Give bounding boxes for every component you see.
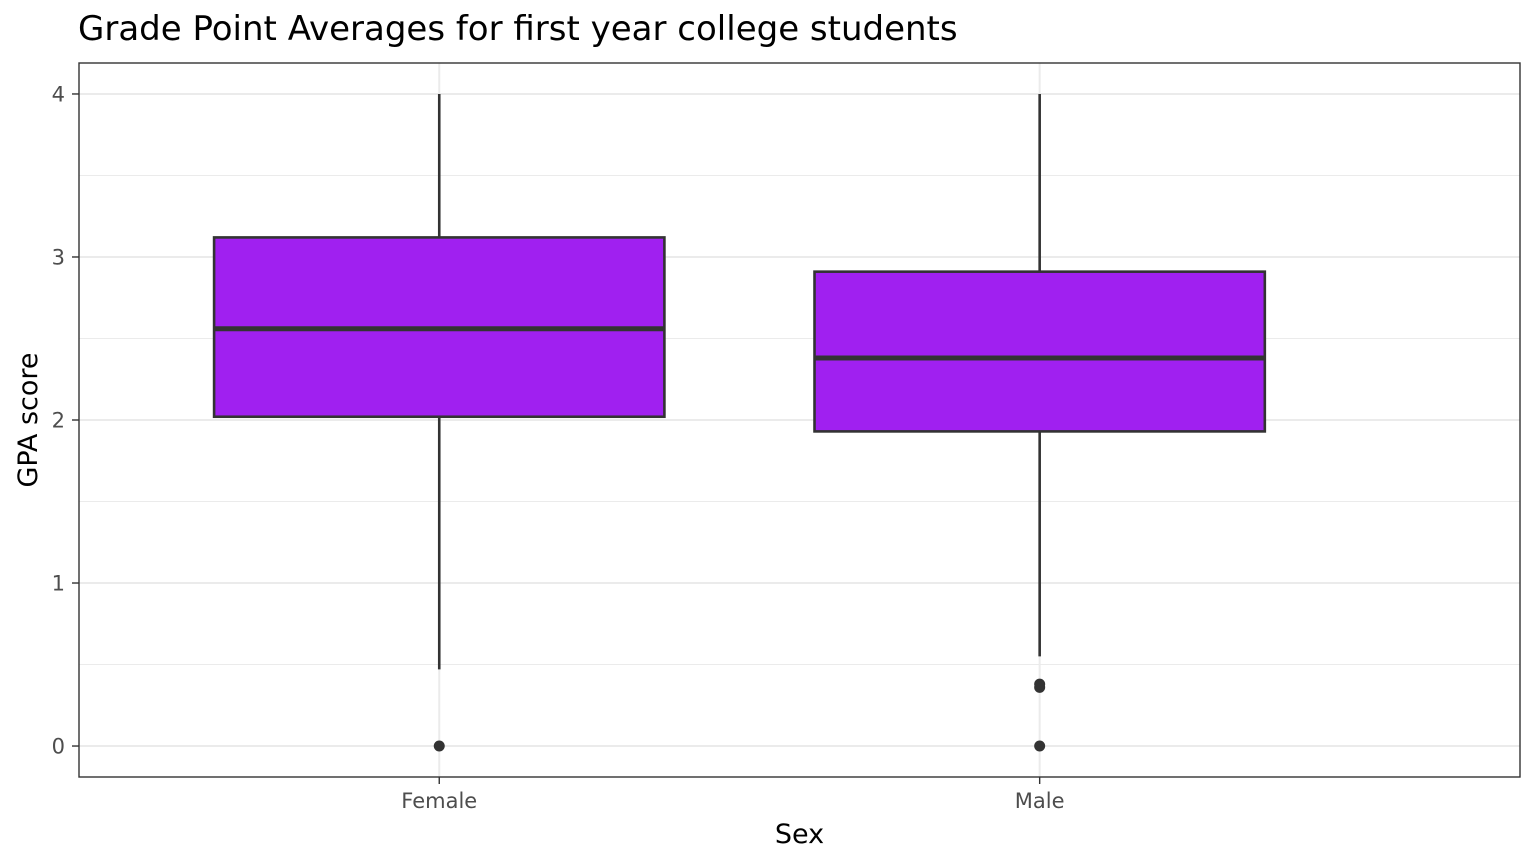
y-tick-label: 2: [52, 409, 65, 433]
y-tick-label: 4: [52, 82, 65, 106]
y-tick-label: 1: [52, 572, 65, 596]
box-iqr: [813, 270, 1267, 433]
boxplot-male: [813, 93, 1267, 752]
outlier-point: [1034, 678, 1046, 690]
outlier-point: [1034, 740, 1046, 752]
y-tick-label: 3: [52, 245, 65, 269]
boxplots: [212, 93, 1267, 752]
chart-title: Grade Point Averages for first year coll…: [78, 9, 958, 49]
x-tick-label: Male: [1015, 789, 1065, 813]
outlier-point: [433, 740, 445, 752]
x-axis-title: Sex: [775, 819, 824, 850]
y-tick-label: 0: [52, 735, 65, 759]
boxplot-female: [212, 93, 666, 752]
x-axis-ticks: Female Male: [401, 777, 1065, 813]
x-tick-label: Female: [401, 789, 477, 813]
y-axis-ticks: 0 1 2 3 4: [52, 82, 79, 759]
y-axis-title: GPA score: [13, 352, 44, 487]
